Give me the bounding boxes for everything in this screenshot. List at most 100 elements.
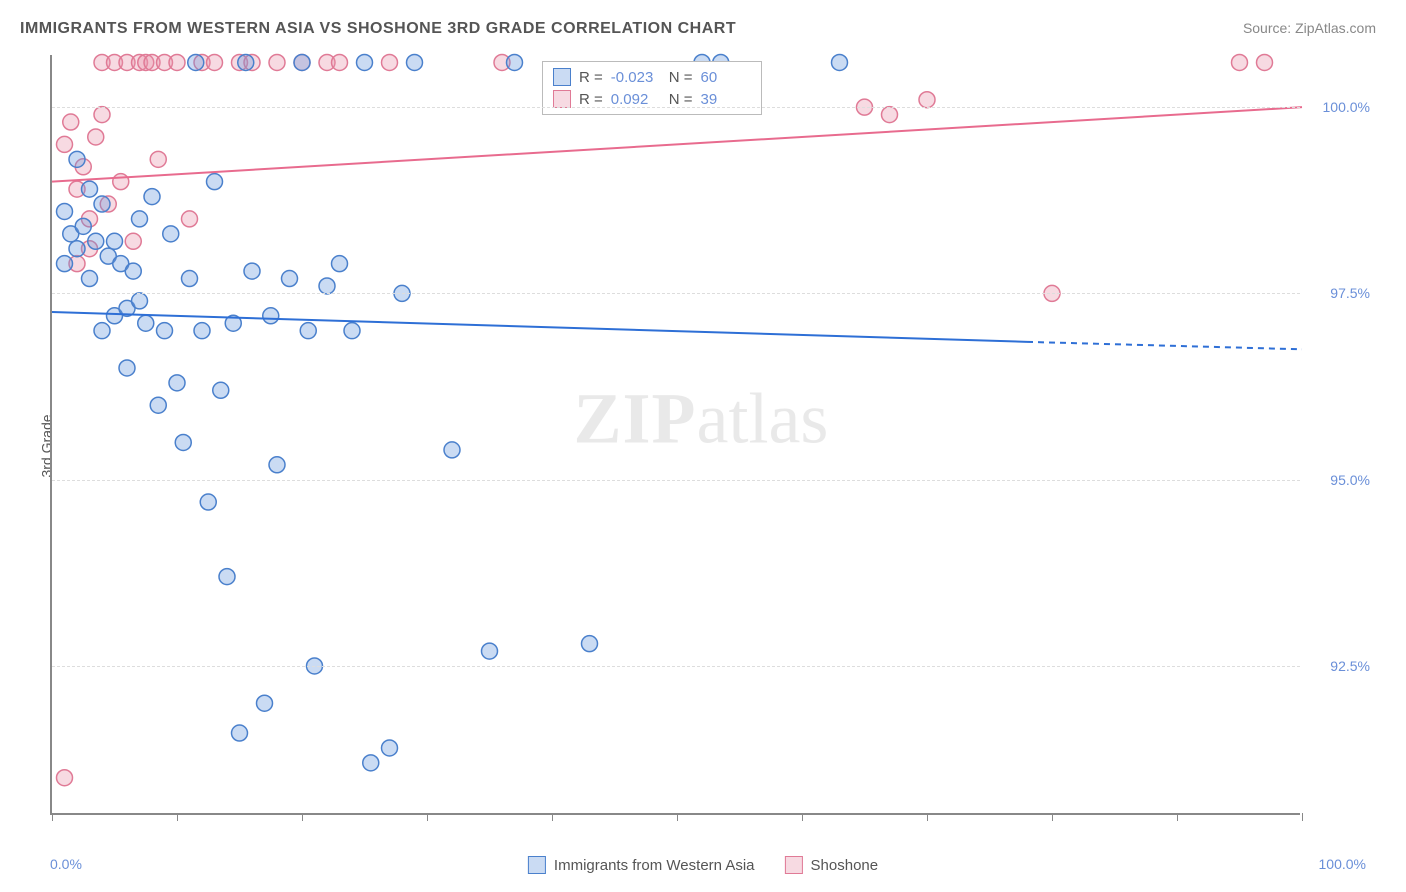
stats-r-label-1: R = bbox=[579, 91, 603, 108]
scatter-point bbox=[69, 241, 85, 257]
scatter-point bbox=[300, 323, 316, 339]
xtick bbox=[802, 813, 803, 821]
scatter-point bbox=[238, 54, 254, 70]
scatter-point bbox=[69, 151, 85, 167]
scatter-point bbox=[219, 569, 235, 585]
scatter-point bbox=[88, 233, 104, 249]
scatter-point bbox=[57, 256, 73, 272]
scatter-point bbox=[88, 129, 104, 145]
scatter-point bbox=[169, 375, 185, 391]
scatter-point bbox=[150, 397, 166, 413]
scatter-point bbox=[113, 174, 129, 190]
xtick bbox=[1177, 813, 1178, 821]
stats-r-value-1: 0.092 bbox=[611, 91, 661, 108]
scatter-point bbox=[150, 151, 166, 167]
gridline-h bbox=[52, 480, 1300, 481]
scatter-point bbox=[1257, 54, 1273, 70]
scatter-point bbox=[119, 360, 135, 376]
scatter-point bbox=[919, 92, 935, 108]
source-label: Source: ZipAtlas.com bbox=[1243, 20, 1376, 36]
stats-n-value-1: 39 bbox=[701, 91, 751, 108]
scatter-point bbox=[107, 233, 123, 249]
x-axis-max-label: 100.0% bbox=[1319, 856, 1366, 872]
scatter-point bbox=[75, 218, 91, 234]
xtick bbox=[1052, 813, 1053, 821]
scatter-point bbox=[132, 293, 148, 309]
legend-label-0: Immigrants from Western Asia bbox=[554, 857, 755, 874]
stats-row-0: R = -0.023 N = 60 bbox=[553, 66, 751, 88]
legend-swatch-0 bbox=[528, 856, 546, 874]
stats-swatch-1 bbox=[553, 90, 571, 108]
plot-area: ZIPatlas R = -0.023 N = 60 R = 0.092 N =… bbox=[50, 55, 1300, 815]
scatter-point bbox=[832, 54, 848, 70]
xtick bbox=[552, 813, 553, 821]
scatter-point bbox=[63, 114, 79, 130]
scatter-point bbox=[294, 54, 310, 70]
stats-n-value-0: 60 bbox=[701, 69, 751, 86]
scatter-point bbox=[444, 442, 460, 458]
x-axis-min-label: 0.0% bbox=[50, 856, 82, 872]
scatter-point bbox=[125, 263, 141, 279]
scatter-point bbox=[332, 256, 348, 272]
scatter-point bbox=[57, 770, 73, 786]
scatter-point bbox=[257, 695, 273, 711]
stats-n-label-1: N = bbox=[669, 91, 693, 108]
scatter-point bbox=[282, 271, 298, 287]
trend-line bbox=[52, 107, 1302, 182]
xtick bbox=[52, 813, 53, 821]
scatter-point bbox=[182, 271, 198, 287]
legend-item-0: Immigrants from Western Asia bbox=[528, 856, 755, 874]
scatter-point bbox=[94, 323, 110, 339]
scatter-point bbox=[94, 196, 110, 212]
scatter-point bbox=[132, 211, 148, 227]
scatter-point bbox=[357, 54, 373, 70]
legend-swatch-1 bbox=[785, 856, 803, 874]
scatter-point bbox=[582, 636, 598, 652]
scatter-point bbox=[269, 54, 285, 70]
xtick bbox=[177, 813, 178, 821]
scatter-point bbox=[207, 54, 223, 70]
scatter-point bbox=[144, 189, 160, 205]
scatter-point bbox=[232, 725, 248, 741]
ytick-label: 95.0% bbox=[1330, 472, 1370, 488]
ytick-label: 92.5% bbox=[1330, 658, 1370, 674]
scatter-point bbox=[94, 107, 110, 123]
ytick-label: 97.5% bbox=[1330, 285, 1370, 301]
xtick bbox=[302, 813, 303, 821]
scatter-point bbox=[344, 323, 360, 339]
scatter-point bbox=[213, 382, 229, 398]
scatter-point bbox=[207, 174, 223, 190]
scatter-point bbox=[244, 263, 260, 279]
legend-item-1: Shoshone bbox=[785, 856, 879, 874]
xtick bbox=[677, 813, 678, 821]
scatter-point bbox=[482, 643, 498, 659]
gridline-h bbox=[52, 293, 1300, 294]
scatter-point bbox=[332, 54, 348, 70]
trend-line-dashed bbox=[1027, 342, 1302, 349]
gridline-h bbox=[52, 666, 1300, 667]
xtick bbox=[427, 813, 428, 821]
scatter-point bbox=[82, 271, 98, 287]
scatter-point bbox=[175, 434, 191, 450]
scatter-point bbox=[57, 203, 73, 219]
scatter-point bbox=[182, 211, 198, 227]
scatter-point bbox=[138, 315, 154, 331]
scatter-point bbox=[200, 494, 216, 510]
legend-bottom: Immigrants from Western Asia Shoshone bbox=[528, 856, 878, 874]
scatter-point bbox=[194, 323, 210, 339]
scatter-point bbox=[157, 323, 173, 339]
scatter-point bbox=[882, 107, 898, 123]
chart-svg bbox=[52, 55, 1300, 813]
scatter-point bbox=[363, 755, 379, 771]
scatter-point bbox=[1232, 54, 1248, 70]
scatter-point bbox=[319, 278, 335, 294]
stats-r-label-0: R = bbox=[579, 69, 603, 86]
stats-swatch-0 bbox=[553, 68, 571, 86]
stats-r-value-0: -0.023 bbox=[611, 69, 661, 86]
scatter-point bbox=[82, 181, 98, 197]
scatter-point bbox=[263, 308, 279, 324]
stats-n-label-0: N = bbox=[669, 69, 693, 86]
scatter-point bbox=[188, 54, 204, 70]
xtick bbox=[927, 813, 928, 821]
scatter-point bbox=[382, 740, 398, 756]
